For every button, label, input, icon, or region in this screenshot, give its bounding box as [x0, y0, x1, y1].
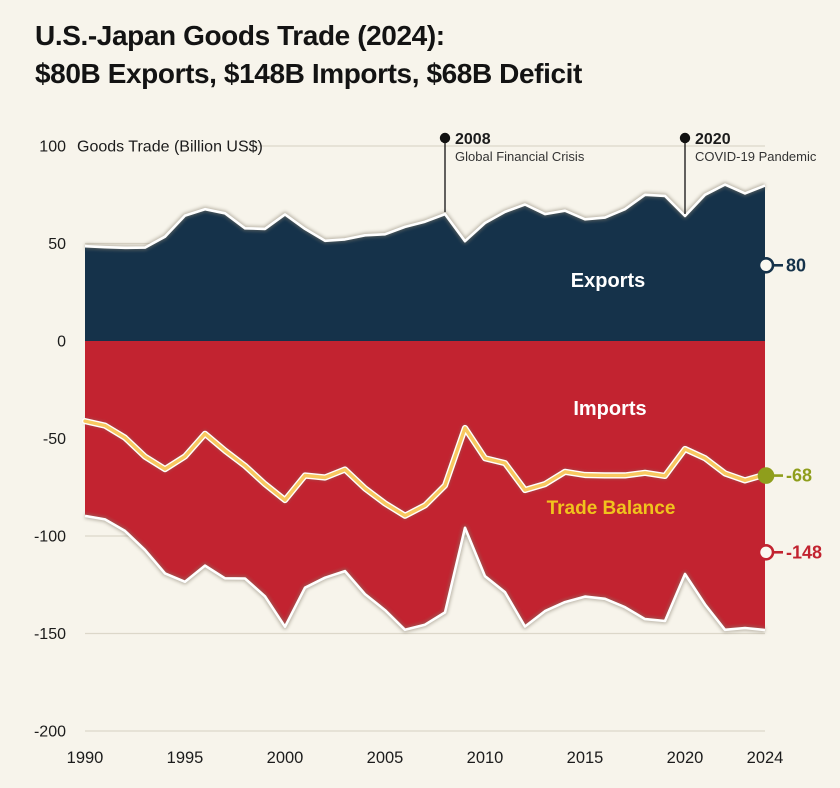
- x-tick-label-2000: 2000: [267, 749, 304, 767]
- title-line-2: $80B Exports, $148B Imports, $68B Defici…: [35, 58, 582, 89]
- annotation-dot-2020: [679, 132, 691, 144]
- title-line-1: U.S.-Japan Goods Trade (2024):: [35, 20, 445, 51]
- x-tick-label-2024: 2024: [747, 749, 784, 767]
- y-tick-label-0: 0: [57, 334, 66, 351]
- series-label-imports: Imports: [573, 398, 646, 420]
- series-label-trade-balance: Trade Balance: [547, 498, 676, 519]
- callout-marker-imports: [757, 543, 775, 561]
- y-tick-label--100: -100: [34, 529, 66, 546]
- callout-value-exports: 80: [786, 255, 806, 275]
- y-tick-label-50: 50: [48, 236, 66, 253]
- imports-area: [85, 341, 765, 630]
- y-tick-label--50: -50: [43, 431, 66, 448]
- callout-value-trade-balance: -68: [786, 466, 812, 486]
- balance-line: [83, 419, 767, 518]
- x-tick-label-2020: 2020: [667, 749, 704, 767]
- exports-area: [85, 184, 765, 341]
- callout-value-imports: -148: [786, 542, 822, 562]
- annotation-year-2008: 2008: [455, 131, 491, 148]
- x-tick-label-2010: 2010: [467, 749, 504, 767]
- callout-marker-exports: [757, 256, 775, 274]
- annotation-text-2020: COVID-19 Pandemic: [695, 149, 817, 164]
- y-tick-label--150: -150: [34, 626, 66, 643]
- annotation-dot-2008: [439, 132, 451, 144]
- exports-edge: [84, 183, 766, 250]
- series-label-exports: Exports: [571, 270, 645, 292]
- y-tick-label-100: 100: [39, 139, 66, 156]
- y-axis-title: Goods Trade (Billion US$): [77, 139, 263, 156]
- annotation-text-2008: Global Financial Crisis: [455, 149, 585, 164]
- callout-marker-trade-balance: [757, 467, 775, 484]
- x-tick-label-2005: 2005: [367, 749, 404, 767]
- x-tick-label-1995: 1995: [167, 749, 204, 767]
- x-tick-label-1990: 1990: [67, 749, 104, 767]
- annotation-year-2020: 2020: [695, 131, 731, 148]
- y-tick-label--200: -200: [34, 724, 66, 741]
- x-tick-label-2015: 2015: [567, 749, 604, 767]
- chart-title: U.S.-Japan Goods Trade (2024): $80B Expo…: [35, 17, 582, 93]
- imports-edge: [84, 514, 766, 632]
